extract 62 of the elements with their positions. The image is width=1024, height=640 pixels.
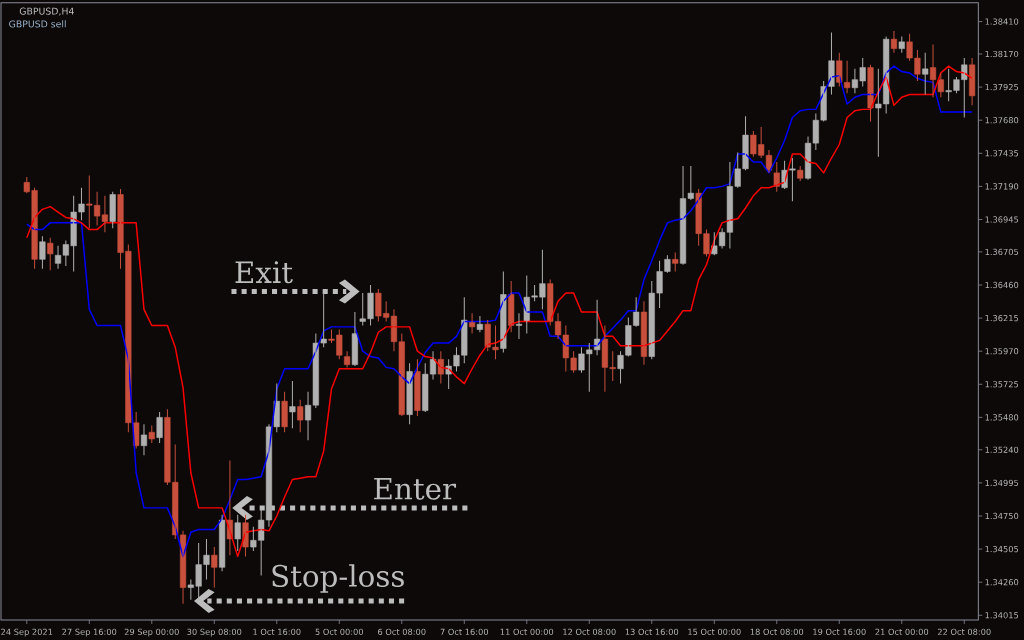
x-tick-label: 29 Sep 00:00 [124, 628, 179, 637]
candlestick [289, 380, 296, 429]
x-tick-label: 13 Oct 16:00 [625, 628, 679, 635]
y-tick-label: 1.38410 [985, 18, 1019, 25]
candlestick [797, 165, 804, 182]
y-tick-label: 1.35970 [985, 348, 1019, 355]
candlestick [773, 161, 780, 193]
y-tick-label: 1.36945 [985, 216, 1019, 223]
y-tick-label: 1.36215 [985, 314, 1019, 322]
x-tick-label: 5 Oct 00:00 [315, 628, 364, 635]
x-tick-label: 12 Oct 08:00 [563, 628, 616, 635]
y-tick-label: 1.35480 [985, 414, 1019, 421]
x-tick-label: 7 Oct 16:00 [440, 628, 489, 635]
annotation: Stop-loss [272, 564, 404, 593]
text: GBPUSD sell [9, 20, 66, 28]
x-tick-label: 19 Oct 16:00 [813, 628, 866, 635]
candlestick [922, 52, 929, 96]
candlestick [234, 514, 241, 552]
y-tick-label: 1.34260 [985, 579, 1019, 586]
y-tick-label: 1.34505 [985, 545, 1019, 553]
y-tick-label: 1.37190 [985, 183, 1019, 190]
candlestick [414, 358, 421, 417]
y-tick-label: 1.38170 [985, 50, 1019, 58]
x-tick-label: 1 Oct 16:00 [253, 628, 301, 635]
candlestick [281, 391, 288, 433]
candlestick [789, 157, 796, 202]
chart-title: GBPUSD,H4 [19, 7, 74, 16]
candlestick [297, 399, 304, 433]
y-tick-label: 1.36705 [985, 248, 1019, 256]
y-tick-label: 1.37925 [985, 83, 1019, 91]
candlestick [867, 64, 874, 123]
y-tick-label: 1.35725 [985, 381, 1019, 388]
x-tick-label: 6 Oct 08:00 [378, 628, 426, 635]
candlestick [406, 362, 413, 425]
x-tick-label: 18 Oct 08:00 [750, 628, 804, 635]
candlestick [828, 31, 835, 96]
x-tick-label: 30 Sep 08:00 [187, 628, 242, 637]
y-tick-label: 1.35240 [985, 446, 1019, 453]
x-tick-label: 22 Oct 08:00 [937, 628, 991, 635]
x-tick-label: 27 Sep 16:00 [62, 628, 117, 637]
candlestick [211, 546, 218, 589]
x-tick-label: 11 Oct 00:00 [500, 628, 554, 635]
candlestick [39, 235, 46, 270]
x-tick-label: 15 Oct 00:00 [688, 628, 741, 635]
candlestick [320, 292, 327, 348]
y-tick-label: 1.34750 [985, 512, 1019, 520]
candlestick [156, 411, 163, 444]
candlestick [898, 35, 905, 54]
x-tick-label: 24 Sep 2021 [1, 628, 53, 637]
x-tick-label: 21 Oct 00:00 [875, 628, 929, 635]
y-tick-label: 1.34995 [985, 479, 1019, 487]
candlestick [148, 424, 155, 444]
annotation: Exit [235, 261, 293, 284]
y-tick-label: 1.36460 [985, 281, 1019, 289]
candlestick [508, 280, 515, 333]
y-tick-label: 1.34015 [985, 612, 1019, 619]
candlestick [47, 237, 54, 271]
y-tick-label: 1.37680 [985, 117, 1019, 124]
candlestick [109, 191, 116, 229]
y-tick-label: 1.37435 [985, 150, 1019, 157]
annotation: Enter [374, 477, 457, 500]
candlestick [672, 252, 679, 272]
